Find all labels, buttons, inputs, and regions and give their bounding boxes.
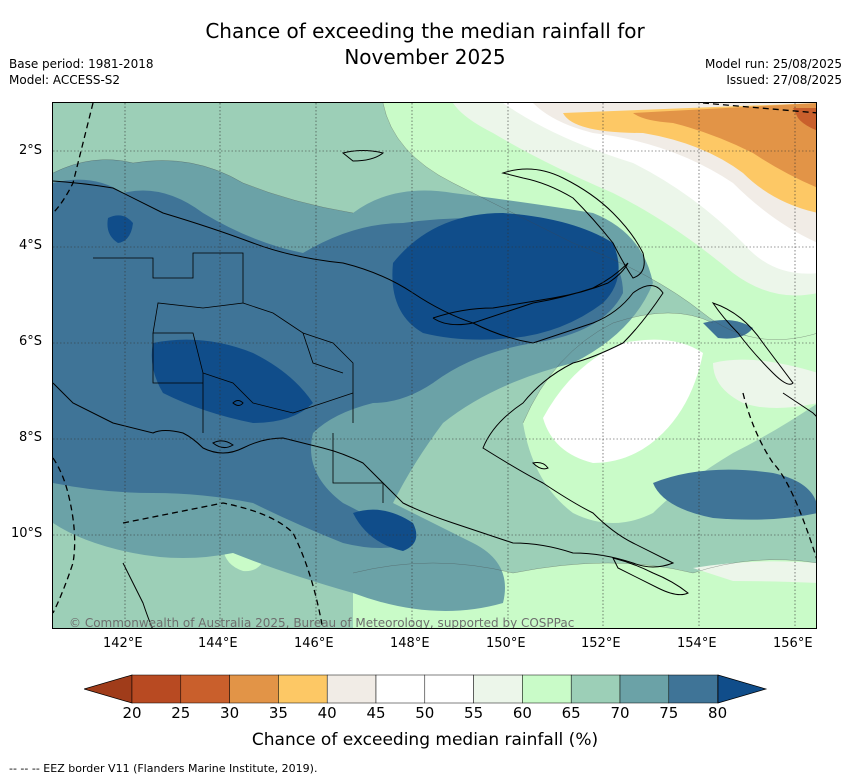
colorbar-extend-low — [84, 674, 133, 704]
contour-lines — [53, 103, 816, 574]
lat-label-6s: 6°S — [19, 334, 43, 349]
colorbar — [84, 674, 768, 704]
colorbar-cell — [278, 674, 328, 704]
zone-80-plus-north — [392, 213, 619, 340]
zone-55-60-south — [693, 561, 816, 583]
lat-label-8s: 8°S — [19, 430, 43, 445]
rainfall-map: © Commonwealth of Australia 2025, Bureau… — [52, 102, 817, 629]
lon-label-154e: 154°E — [677, 636, 717, 651]
map-canvas: © Commonwealth of Australia 2025, Bureau… — [53, 103, 816, 629]
zone-75-80-se — [653, 469, 816, 520]
colorbar-tick-label: 50 — [415, 704, 435, 722]
colorbar-cell — [229, 674, 279, 704]
colorbar-extend-high — [717, 674, 768, 704]
title-line-2: November 2025 — [344, 45, 506, 69]
title-line-1: Chance of exceeding the median rainfall … — [205, 19, 645, 43]
colorbar-tick-label: 35 — [268, 704, 288, 722]
zone-25-30 — [793, 108, 816, 131]
colorbar-cell — [619, 674, 670, 704]
zone-80-plus-west — [151, 339, 313, 423]
colorbar-cell — [473, 674, 523, 704]
colorbar-cell — [570, 674, 621, 704]
copyright-text: © Commonwealth of Australia 2025, Bureau… — [69, 616, 574, 629]
colorbar-tick-label: 20 — [122, 704, 142, 722]
lon-label-148e: 148°E — [390, 636, 430, 651]
issued-date: Issued: 27/08/2025 — [726, 73, 842, 87]
provincial-borders — [93, 252, 384, 503]
zone-80-plus-south — [353, 509, 417, 551]
colorbar-cell — [326, 674, 377, 704]
map-title: Chance of exceeding the median rainfall … — [0, 18, 850, 70]
zone-80-plus-nw — [107, 215, 133, 243]
lon-label-144e: 144°E — [198, 636, 238, 651]
lon-label-142e: 142°E — [103, 636, 143, 651]
colorbar-tick-label: 45 — [366, 704, 386, 722]
lon-label-152e: 152°E — [581, 636, 621, 651]
colorbar-cell — [522, 674, 572, 704]
colorbar-tick-label: 30 — [220, 704, 240, 722]
colorbar-tick-label: 25 — [171, 704, 191, 722]
lat-label-2s: 2°S — [19, 143, 43, 158]
colorbar-tick-label: 75 — [659, 704, 679, 722]
eez-border — [53, 103, 816, 628]
zone-45-55-east — [543, 339, 703, 463]
zone-30-35 — [633, 103, 816, 188]
lon-label-150e: 150°E — [486, 636, 526, 651]
lon-label-156e: 156°E — [773, 636, 813, 651]
model-name: Model: ACCESS-S2 — [9, 73, 121, 87]
base-period: Base period: 1981-2018 — [9, 57, 154, 71]
model-run: Model run: 25/08/2025 — [704, 57, 842, 71]
colorbar-tick-label: 40 — [317, 704, 337, 722]
colorbar-cells — [131, 674, 718, 704]
colorbar-tick-label: 55 — [464, 704, 484, 722]
colorbar-cell — [424, 674, 474, 704]
colorbar-label: Chance of exceeding median rainfall (%) — [251, 730, 599, 750]
colorbar-tick-label: 60 — [512, 704, 532, 722]
colorbar-tick-label: 80 — [708, 704, 728, 722]
meta-right: Model run: 25/08/2025 Issued: 27/08/2025 — [705, 56, 842, 88]
lon-label-146e: 146°E — [294, 636, 334, 651]
colorbar-cell — [375, 674, 426, 704]
colorbar-cell — [668, 674, 718, 704]
colorbar-tick-label: 70 — [610, 704, 630, 722]
coastlines — [53, 150, 816, 628]
colorbar-tick-label: 65 — [561, 704, 581, 722]
zone-55-60-east — [713, 359, 816, 408]
colorbar-cell — [180, 674, 230, 704]
lat-label-10s: 10°S — [11, 526, 43, 541]
meta-left: Base period: 1981-2018 Model: ACCESS-S2 — [9, 56, 154, 88]
lat-label-4s: 4°S — [19, 238, 43, 253]
graticule — [53, 103, 816, 628]
eez-legend: -- -- -- EEZ border V11 (Flanders Marine… — [9, 762, 318, 775]
colorbar-cell — [131, 674, 182, 704]
